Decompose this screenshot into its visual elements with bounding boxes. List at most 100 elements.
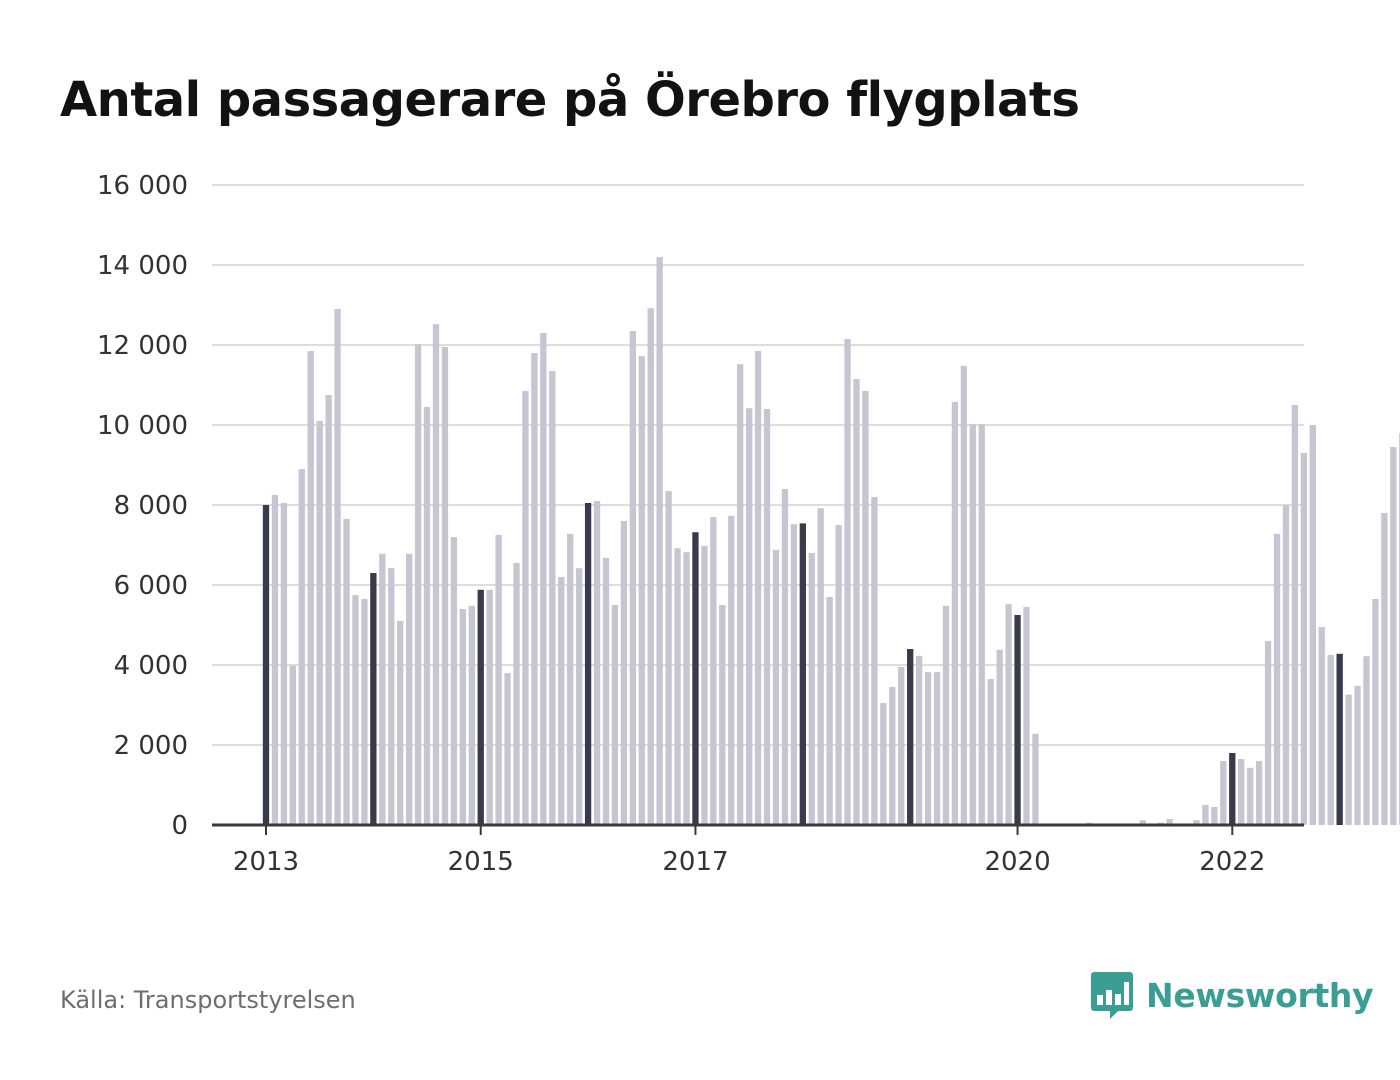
bar <box>629 331 636 825</box>
bar <box>1372 599 1379 825</box>
bar <box>352 595 359 825</box>
bar <box>343 519 350 825</box>
bar <box>334 309 341 825</box>
bar <box>647 308 654 825</box>
bar <box>1264 641 1272 825</box>
bar <box>397 621 404 825</box>
bar <box>790 524 798 825</box>
bar <box>495 535 502 825</box>
bar <box>584 503 592 825</box>
source-note: Källa: Transportstyrelsen <box>60 986 356 1014</box>
bar <box>1005 604 1012 825</box>
newsworthy-logo-icon <box>1091 972 1133 1019</box>
bar <box>262 505 270 825</box>
bar <box>1291 405 1299 825</box>
bar <box>933 672 941 825</box>
bar <box>1354 685 1361 825</box>
bar <box>915 655 923 825</box>
bar <box>549 371 556 825</box>
y-axis-tick-labels: 0 2 000 4 000 6 000 8 000 10 000 12 000 14 000 1… <box>97 171 188 841</box>
y-tick-label: 0 <box>171 811 188 841</box>
bar <box>1345 694 1352 825</box>
bar <box>423 407 431 825</box>
bar <box>996 649 1003 825</box>
bar <box>817 508 824 825</box>
bar <box>450 537 458 825</box>
bar <box>951 401 959 825</box>
bar <box>1023 607 1030 825</box>
bar <box>1032 733 1039 825</box>
bar <box>683 552 690 825</box>
bar <box>898 667 905 825</box>
bar <box>808 553 815 825</box>
bar <box>1309 425 1316 825</box>
bar <box>719 605 726 825</box>
bar <box>325 395 332 825</box>
bar <box>745 408 753 825</box>
y-tick-label: 4 000 <box>114 651 188 681</box>
y-tick-label: 8 000 <box>114 491 188 521</box>
bar <box>1282 505 1290 825</box>
bar <box>674 548 681 825</box>
y-tick-label: 6 000 <box>114 571 188 601</box>
bar <box>531 353 538 825</box>
bar <box>1229 753 1236 825</box>
bar <box>862 391 869 825</box>
bar <box>844 339 851 825</box>
bar <box>316 421 323 825</box>
bar <box>1318 627 1325 825</box>
x-tick-label: 2015 <box>448 847 514 877</box>
bar <box>871 497 878 825</box>
bar <box>1363 656 1370 825</box>
bar <box>728 515 735 825</box>
bars <box>262 257 1400 825</box>
bar <box>924 672 932 825</box>
bar <box>280 503 288 825</box>
x-axis <box>212 823 1304 835</box>
bar <box>1390 447 1397 825</box>
bar <box>1273 533 1281 825</box>
bar <box>772 549 780 825</box>
bar <box>504 673 511 825</box>
bar <box>692 532 699 825</box>
y-tick-label: 10 000 <box>97 411 188 441</box>
bar <box>889 687 896 825</box>
bar <box>1238 759 1245 825</box>
bar <box>388 568 395 825</box>
y-tick-label: 12 000 <box>97 331 188 361</box>
bar <box>826 597 833 825</box>
bar <box>799 523 806 825</box>
bar <box>737 364 744 825</box>
bar <box>432 324 440 825</box>
brand-logo[interactable]: Newsworthy <box>1090 970 1374 1020</box>
bar <box>370 573 377 825</box>
bar <box>361 599 368 825</box>
bar <box>414 344 422 825</box>
x-axis-tick-labels: 201320152017202020222024 <box>233 847 1265 877</box>
bar <box>1247 767 1254 825</box>
bar <box>701 545 708 825</box>
x-tick-label: 2022 <box>1199 847 1265 877</box>
bar <box>575 568 583 825</box>
bar <box>754 351 762 825</box>
bar <box>540 333 547 825</box>
bar <box>1255 761 1263 825</box>
bar <box>1211 807 1218 825</box>
bar <box>289 665 296 825</box>
bar <box>969 424 976 825</box>
bar <box>379 553 386 825</box>
bar <box>1193 820 1200 825</box>
bar <box>880 703 887 825</box>
bar <box>960 365 968 825</box>
bar <box>853 379 860 825</box>
bar <box>1202 805 1209 825</box>
bar <box>558 577 565 825</box>
bar <box>477 589 484 825</box>
bar <box>522 391 529 825</box>
bar <box>638 356 645 825</box>
bar <box>1327 655 1334 825</box>
bar <box>1381 513 1388 825</box>
bar <box>459 609 466 825</box>
bar <box>1336 653 1343 825</box>
